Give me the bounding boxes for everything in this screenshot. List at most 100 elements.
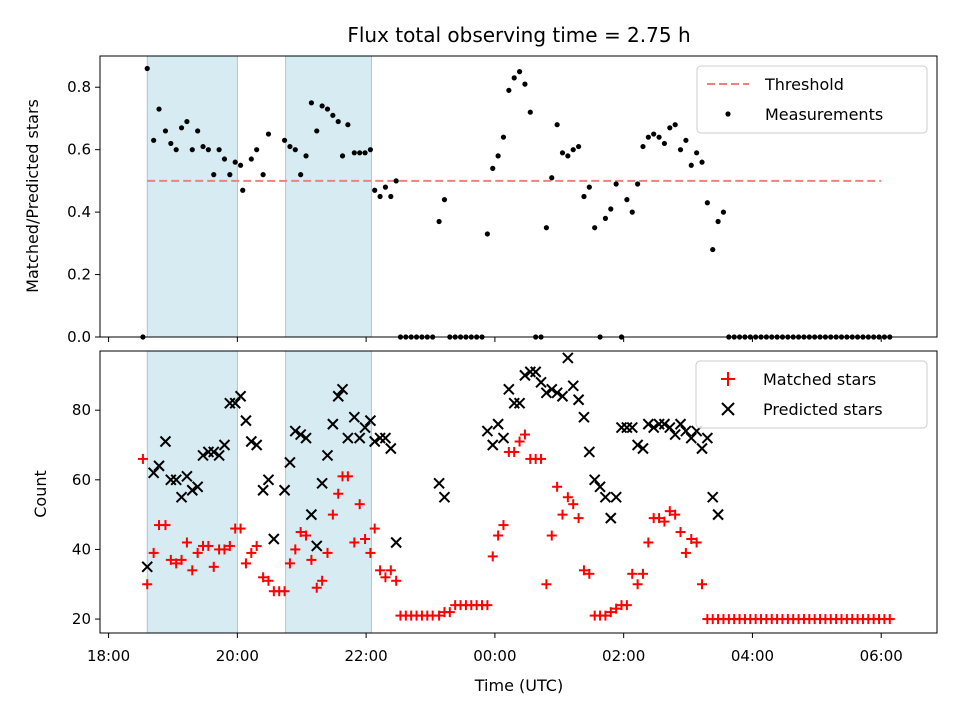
predicted-mark-b [562, 352, 574, 364]
measurement-point [419, 334, 425, 340]
predicted-mark-b [492, 418, 504, 430]
measurement-point [736, 334, 743, 340]
predicted-mark-b [336, 383, 349, 396]
predicted-mark-b [669, 428, 681, 441]
legend-threshold-label: Threshold [764, 75, 844, 94]
predicted-star-point [218, 439, 231, 451]
matched-star-point [342, 471, 353, 482]
measurement-point [887, 334, 893, 340]
predicted-star-point [170, 474, 182, 486]
predicted-star-point [240, 414, 252, 427]
predicted-star-point [519, 369, 531, 382]
top-ylabel: Matched/Predicted stars [23, 99, 42, 293]
legend-box [695, 360, 928, 429]
matched-star-point [578, 565, 589, 576]
matched-star-point [632, 579, 643, 590]
matched-star-point [498, 520, 509, 531]
measurement-point [790, 334, 796, 340]
measurement-point [806, 334, 812, 340]
predicted-star-point [631, 439, 644, 451]
measurement-point [677, 147, 684, 153]
measurement-point [812, 334, 818, 340]
y-tick-label: 60 [72, 471, 91, 489]
matched-star-point [519, 429, 530, 440]
measurement-point [667, 125, 673, 131]
matched-star-point [659, 516, 670, 527]
matched-star-point [279, 586, 290, 597]
predicted-star-point [379, 432, 392, 444]
measurement-point [216, 147, 222, 153]
predicted-mark-b [674, 418, 687, 430]
predicted-mark-b [707, 491, 719, 503]
measurement-point [672, 122, 678, 128]
measurement-point [608, 206, 614, 212]
measurement-point [731, 334, 737, 340]
predicted-star-point [685, 432, 697, 444]
predicted-star-point [141, 561, 153, 573]
predicted-star-point [332, 390, 344, 402]
matched-star-point [263, 575, 274, 586]
measurement-point [511, 75, 517, 81]
predicted-mark-b [481, 425, 494, 437]
measurement-point [715, 218, 721, 225]
predicted-star-point [605, 512, 617, 524]
measurement-point [618, 334, 625, 340]
matched-star-point [142, 579, 153, 590]
x-tick-label: 18:00 [87, 647, 130, 665]
y-tick-label: 80 [72, 401, 91, 419]
chart-title: Flux total observing time = 2.75 h [347, 23, 690, 47]
predicted-mark-b [262, 474, 275, 486]
measurement-point [516, 69, 523, 75]
measurement-point [817, 334, 823, 340]
measurement-point [844, 334, 850, 340]
predicted-star-point [492, 418, 504, 430]
legend-predicted-label: Predicted stars [763, 400, 883, 419]
predicted-star-point [284, 456, 296, 469]
predicted-star-point [658, 418, 671, 430]
predicted-mark-b [599, 491, 612, 503]
predicted-star-point [159, 435, 172, 448]
matched-star-point [434, 610, 445, 621]
predicted-mark-b [234, 390, 247, 402]
predicted-mark-b [257, 484, 269, 496]
top-axes: 0.0 0.2 0.4 0.6 0.8 Threshold Measurements [67, 55, 938, 346]
legend-predicted-swatch-b [721, 402, 735, 416]
measurement-point [287, 143, 293, 150]
predicted-mark-b [379, 432, 392, 444]
measurement-point [795, 334, 802, 340]
measurement-point [265, 131, 272, 137]
measurement-point [227, 172, 233, 178]
predicted-mark-b [311, 540, 323, 552]
predicted-mark-b [175, 491, 188, 503]
measurement-point [822, 334, 829, 340]
predicted-star-point [153, 460, 165, 472]
matched-star-point [546, 530, 557, 541]
matched-star-point [552, 481, 563, 492]
predicted-star-point [305, 508, 318, 521]
measurement-point [559, 150, 566, 156]
matched-star-point [246, 547, 257, 558]
y-tick-label: 0.2 [67, 266, 91, 284]
predicted-star-point [637, 442, 649, 455]
measurement-point [742, 334, 748, 340]
measurement-point [237, 162, 244, 168]
measurement-point [441, 197, 448, 203]
predicted-star-point [642, 418, 655, 430]
predicted-mark-b [487, 439, 499, 451]
predicted-star-point [369, 435, 381, 448]
shaded-interval [285, 350, 372, 634]
predicted-mark-b [359, 421, 371, 434]
predicted-mark-b [503, 383, 515, 396]
predicted-star-point [513, 397, 526, 409]
measurement-point [452, 334, 458, 340]
matched-star-point [187, 565, 198, 576]
matched-star-point [203, 540, 214, 551]
matched-star-point [290, 544, 301, 555]
predicted-star-point [556, 390, 569, 402]
predicted-mark-b [567, 380, 579, 392]
predicted-star-point [181, 470, 193, 483]
predicted-mark-b [181, 470, 193, 483]
matched-star-point [696, 579, 707, 590]
predicted-star-point [572, 394, 585, 406]
measurement-point [232, 159, 238, 165]
